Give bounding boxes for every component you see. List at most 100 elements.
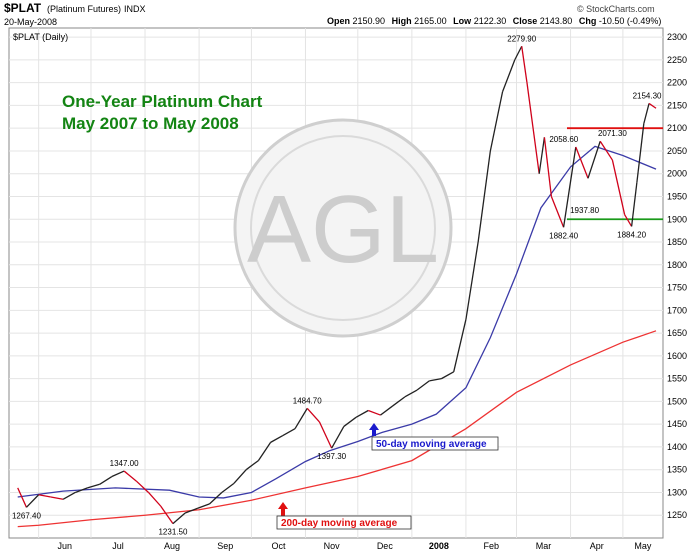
data-label: 2071.30 (598, 129, 627, 138)
chart-subtitle: May 2007 to May 2008 (62, 114, 239, 133)
price-segment (17, 487, 28, 508)
x-tick-label: Nov (324, 541, 341, 551)
data-label: 1937.80 (570, 206, 599, 215)
ma50-arrow-icon (369, 423, 379, 436)
y-tick-label: 2050 (667, 146, 687, 156)
price-segment (38, 494, 51, 498)
y-tick-label: 1250 (667, 510, 687, 520)
low-label: Low (453, 16, 472, 26)
ma50-callout: 50-day moving average (369, 423, 499, 451)
price-segment (643, 103, 650, 124)
price-segment (441, 371, 455, 380)
data-label: 1882.40 (549, 231, 578, 240)
price-segment (306, 407, 320, 423)
price-segment (257, 442, 272, 461)
price-segment (501, 59, 516, 92)
x-tick-label: 2008 (429, 541, 449, 551)
price-segment (172, 512, 186, 525)
ma200-callout: 200-day moving average (276, 502, 412, 530)
price-segment (465, 241, 479, 320)
chg-value: -10.50 (-0.49%) (599, 16, 662, 26)
price-segment (624, 214, 633, 227)
y-tick-label: 1700 (667, 305, 687, 315)
y-axis: 1250 1300 1350 1400 1450 1500 1550 1600 1650 1700… (667, 32, 687, 520)
y-tick-label: 1600 (667, 351, 687, 361)
y-tick-label: 2100 (667, 123, 687, 133)
y-tick-label: 1450 (667, 419, 687, 429)
y-tick-label: 2150 (667, 100, 687, 110)
price-segment (599, 140, 613, 161)
price-segment (429, 377, 442, 382)
y-tick-label: 1300 (667, 487, 687, 497)
price-segment (99, 475, 113, 485)
data-label: 2154.30 (633, 91, 662, 100)
price-segment (575, 146, 589, 179)
price-segment (318, 421, 333, 449)
price-segment (233, 469, 247, 484)
ma50-label-box (371, 436, 499, 451)
y-tick-label: 2300 (667, 32, 687, 42)
price-segment (343, 416, 357, 427)
exchange: INDX (124, 4, 146, 14)
ma50-line (17, 145, 657, 499)
price-segment (543, 137, 553, 197)
open-label: Open (327, 16, 350, 26)
x-tick-label: Jul (112, 541, 124, 551)
data-label: 1231.50 (158, 528, 187, 537)
price-segment (209, 491, 223, 505)
y-tick-label: 1550 (667, 374, 687, 384)
data-label: 1397.30 (317, 452, 346, 461)
price-segment (294, 408, 308, 430)
price-segment (197, 503, 210, 510)
price-segment (521, 46, 528, 83)
x-tick-label: Oct (271, 541, 286, 551)
price-segment (404, 389, 418, 398)
price-segment (25, 494, 40, 508)
ma200-line (17, 330, 657, 528)
x-tick-label: Apr (590, 541, 604, 551)
price-segment (489, 91, 504, 152)
price-segment (87, 483, 100, 489)
x-tick-label: Mar (536, 541, 552, 551)
y-tick-label: 2200 (667, 78, 687, 88)
watermark-text: AGL (247, 176, 439, 283)
y-tick-label: 1650 (667, 328, 687, 338)
x-tick-label: May (634, 541, 652, 551)
y-tick-label: 1900 (667, 214, 687, 224)
chart-title: One-Year Platinum Chart (62, 92, 263, 111)
price-segment (550, 196, 565, 228)
low-value: 2122.30 (474, 16, 507, 26)
price-segment (380, 405, 394, 416)
price-segment (184, 507, 198, 514)
ma50-label: 50-day moving average (376, 439, 487, 450)
price-segment (62, 491, 76, 500)
data-label: 1267.40 (12, 511, 41, 520)
price-segment (477, 150, 491, 243)
date: 20-May-2008 (4, 17, 57, 27)
watermark-logo: AGL (233, 118, 453, 338)
x-tick-label: Sep (217, 541, 233, 551)
price-segment (331, 426, 345, 449)
x-axis: Jun Jul Aug Sep Oct Nov Dec 2008 Feb Mar Apr May (58, 541, 652, 551)
price-segment (111, 470, 125, 478)
price-segment (611, 159, 626, 215)
data-label: 2279.90 (507, 34, 536, 43)
data-label: 1484.70 (293, 396, 322, 405)
series-layer (17, 45, 663, 528)
close-label: Close (513, 16, 538, 26)
price-segment (538, 137, 546, 174)
y-tick-label: 1750 (667, 283, 687, 293)
data-label: 1347.00 (110, 459, 139, 468)
ma200-label: 200-day moving average (281, 518, 398, 529)
price-segment (160, 505, 174, 525)
y-tick-label: 1350 (667, 465, 687, 475)
x-tick-label: Dec (377, 541, 394, 551)
ohlc-line: Open 2150.90 High 2165.00 Low 2122.30 Cl… (327, 16, 661, 26)
price-segment (75, 487, 88, 494)
y-tick-label: 1850 (667, 237, 687, 247)
price-segment (514, 45, 523, 61)
price-segment (355, 409, 369, 418)
high-label: High (392, 16, 412, 26)
price-segment (245, 460, 259, 471)
